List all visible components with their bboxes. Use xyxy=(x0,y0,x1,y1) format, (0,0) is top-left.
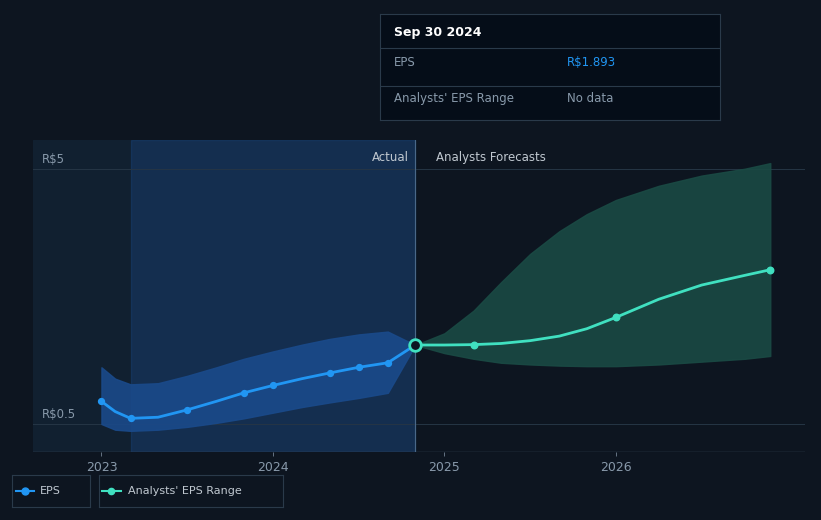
Point xyxy=(467,341,480,349)
Text: No data: No data xyxy=(567,93,613,106)
Bar xyxy=(33,140,415,452)
Text: Analysts' EPS Range: Analysts' EPS Range xyxy=(394,93,514,106)
Point xyxy=(19,487,32,495)
Text: R$1.893: R$1.893 xyxy=(567,56,617,69)
Point xyxy=(266,381,279,389)
Text: R$0.5: R$0.5 xyxy=(41,408,76,421)
Point xyxy=(381,359,394,367)
Text: Actual: Actual xyxy=(371,151,408,164)
Point xyxy=(181,406,194,414)
Point xyxy=(124,414,137,423)
Text: Analysts Forecasts: Analysts Forecasts xyxy=(436,151,546,164)
Point xyxy=(409,341,422,349)
Bar xyxy=(131,140,415,452)
Point xyxy=(323,369,336,377)
Point xyxy=(352,363,365,371)
Text: EPS: EPS xyxy=(39,486,61,496)
Point xyxy=(609,313,622,321)
Text: Sep 30 2024: Sep 30 2024 xyxy=(394,27,481,40)
Text: Analysts' EPS Range: Analysts' EPS Range xyxy=(128,486,242,496)
Point xyxy=(764,266,777,274)
Text: EPS: EPS xyxy=(394,56,415,69)
Point xyxy=(105,487,118,495)
Text: R$5: R$5 xyxy=(41,153,64,166)
Point xyxy=(95,397,108,406)
Point xyxy=(237,388,250,397)
